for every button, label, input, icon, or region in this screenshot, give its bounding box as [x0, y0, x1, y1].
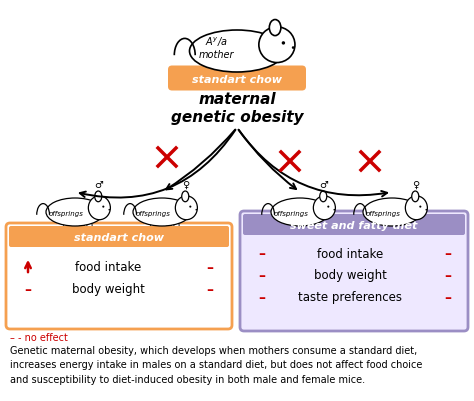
Ellipse shape [244, 66, 253, 78]
Ellipse shape [64, 222, 69, 230]
Circle shape [334, 209, 335, 211]
Text: ♂: ♂ [319, 179, 328, 189]
FancyBboxPatch shape [240, 211, 468, 331]
Ellipse shape [231, 66, 239, 78]
Ellipse shape [312, 222, 317, 230]
Text: sweet and fatty diet: sweet and fatty diet [290, 221, 418, 231]
Ellipse shape [363, 198, 421, 227]
Text: body weight: body weight [314, 269, 386, 282]
Ellipse shape [289, 222, 294, 230]
Text: –: – [258, 268, 265, 282]
Text: body weight: body weight [72, 283, 145, 296]
Ellipse shape [296, 222, 301, 230]
Circle shape [109, 209, 110, 211]
Circle shape [189, 206, 191, 208]
Ellipse shape [158, 222, 164, 230]
Text: food intake: food intake [75, 261, 141, 274]
Ellipse shape [79, 222, 84, 230]
Ellipse shape [175, 196, 197, 220]
Ellipse shape [190, 31, 284, 73]
Ellipse shape [320, 192, 327, 202]
Ellipse shape [405, 196, 428, 220]
Text: ♂: ♂ [94, 179, 103, 189]
Ellipse shape [396, 222, 401, 230]
Ellipse shape [174, 222, 179, 230]
Text: –: – [445, 290, 452, 304]
Ellipse shape [182, 192, 189, 202]
Ellipse shape [388, 222, 393, 230]
Ellipse shape [219, 66, 227, 78]
Ellipse shape [412, 192, 419, 202]
Ellipse shape [271, 198, 329, 227]
Ellipse shape [381, 222, 386, 230]
Text: – - no effect: – - no effect [10, 332, 68, 342]
Text: –: – [258, 290, 265, 304]
FancyBboxPatch shape [168, 66, 306, 91]
Ellipse shape [95, 192, 102, 202]
Text: –: – [445, 268, 452, 282]
Ellipse shape [71, 222, 76, 230]
Ellipse shape [151, 222, 156, 230]
Text: offsprings: offsprings [136, 211, 171, 217]
Ellipse shape [404, 222, 409, 230]
Text: offsprings: offsprings [366, 211, 401, 217]
Text: –: – [258, 246, 265, 260]
Ellipse shape [304, 222, 310, 230]
Text: –: – [207, 282, 213, 296]
FancyBboxPatch shape [243, 215, 465, 235]
Ellipse shape [87, 222, 92, 230]
FancyBboxPatch shape [9, 227, 229, 247]
Ellipse shape [46, 198, 104, 227]
Text: food intake: food intake [317, 247, 383, 260]
Text: standart chow: standart chow [74, 233, 164, 243]
Circle shape [419, 206, 421, 208]
Ellipse shape [166, 222, 172, 230]
FancyBboxPatch shape [6, 223, 232, 329]
Ellipse shape [269, 20, 281, 36]
Text: maternal
genetic obesity: maternal genetic obesity [171, 92, 303, 125]
Text: offsprings: offsprings [49, 211, 84, 217]
Ellipse shape [259, 28, 295, 63]
Circle shape [292, 47, 294, 50]
Text: –: – [207, 260, 213, 274]
Text: $A^y$/a
mother: $A^y$/a mother [198, 35, 234, 60]
Circle shape [102, 206, 104, 208]
Circle shape [195, 209, 197, 211]
Circle shape [426, 209, 427, 211]
Text: standart chow: standart chow [192, 75, 282, 85]
Text: offsprings: offsprings [274, 211, 309, 217]
Ellipse shape [313, 196, 336, 220]
Text: ♀: ♀ [412, 179, 419, 189]
Text: –: – [445, 246, 452, 260]
Circle shape [282, 42, 285, 45]
Ellipse shape [256, 66, 265, 78]
Text: ♀: ♀ [182, 179, 189, 189]
Text: Genetic maternal obesity, which develops when mothers consume a standard diet,
i: Genetic maternal obesity, which develops… [10, 345, 422, 384]
Ellipse shape [88, 196, 110, 220]
Circle shape [327, 206, 329, 208]
Text: taste preferences: taste preferences [298, 291, 402, 304]
Ellipse shape [133, 198, 191, 227]
Text: –: – [25, 282, 31, 296]
